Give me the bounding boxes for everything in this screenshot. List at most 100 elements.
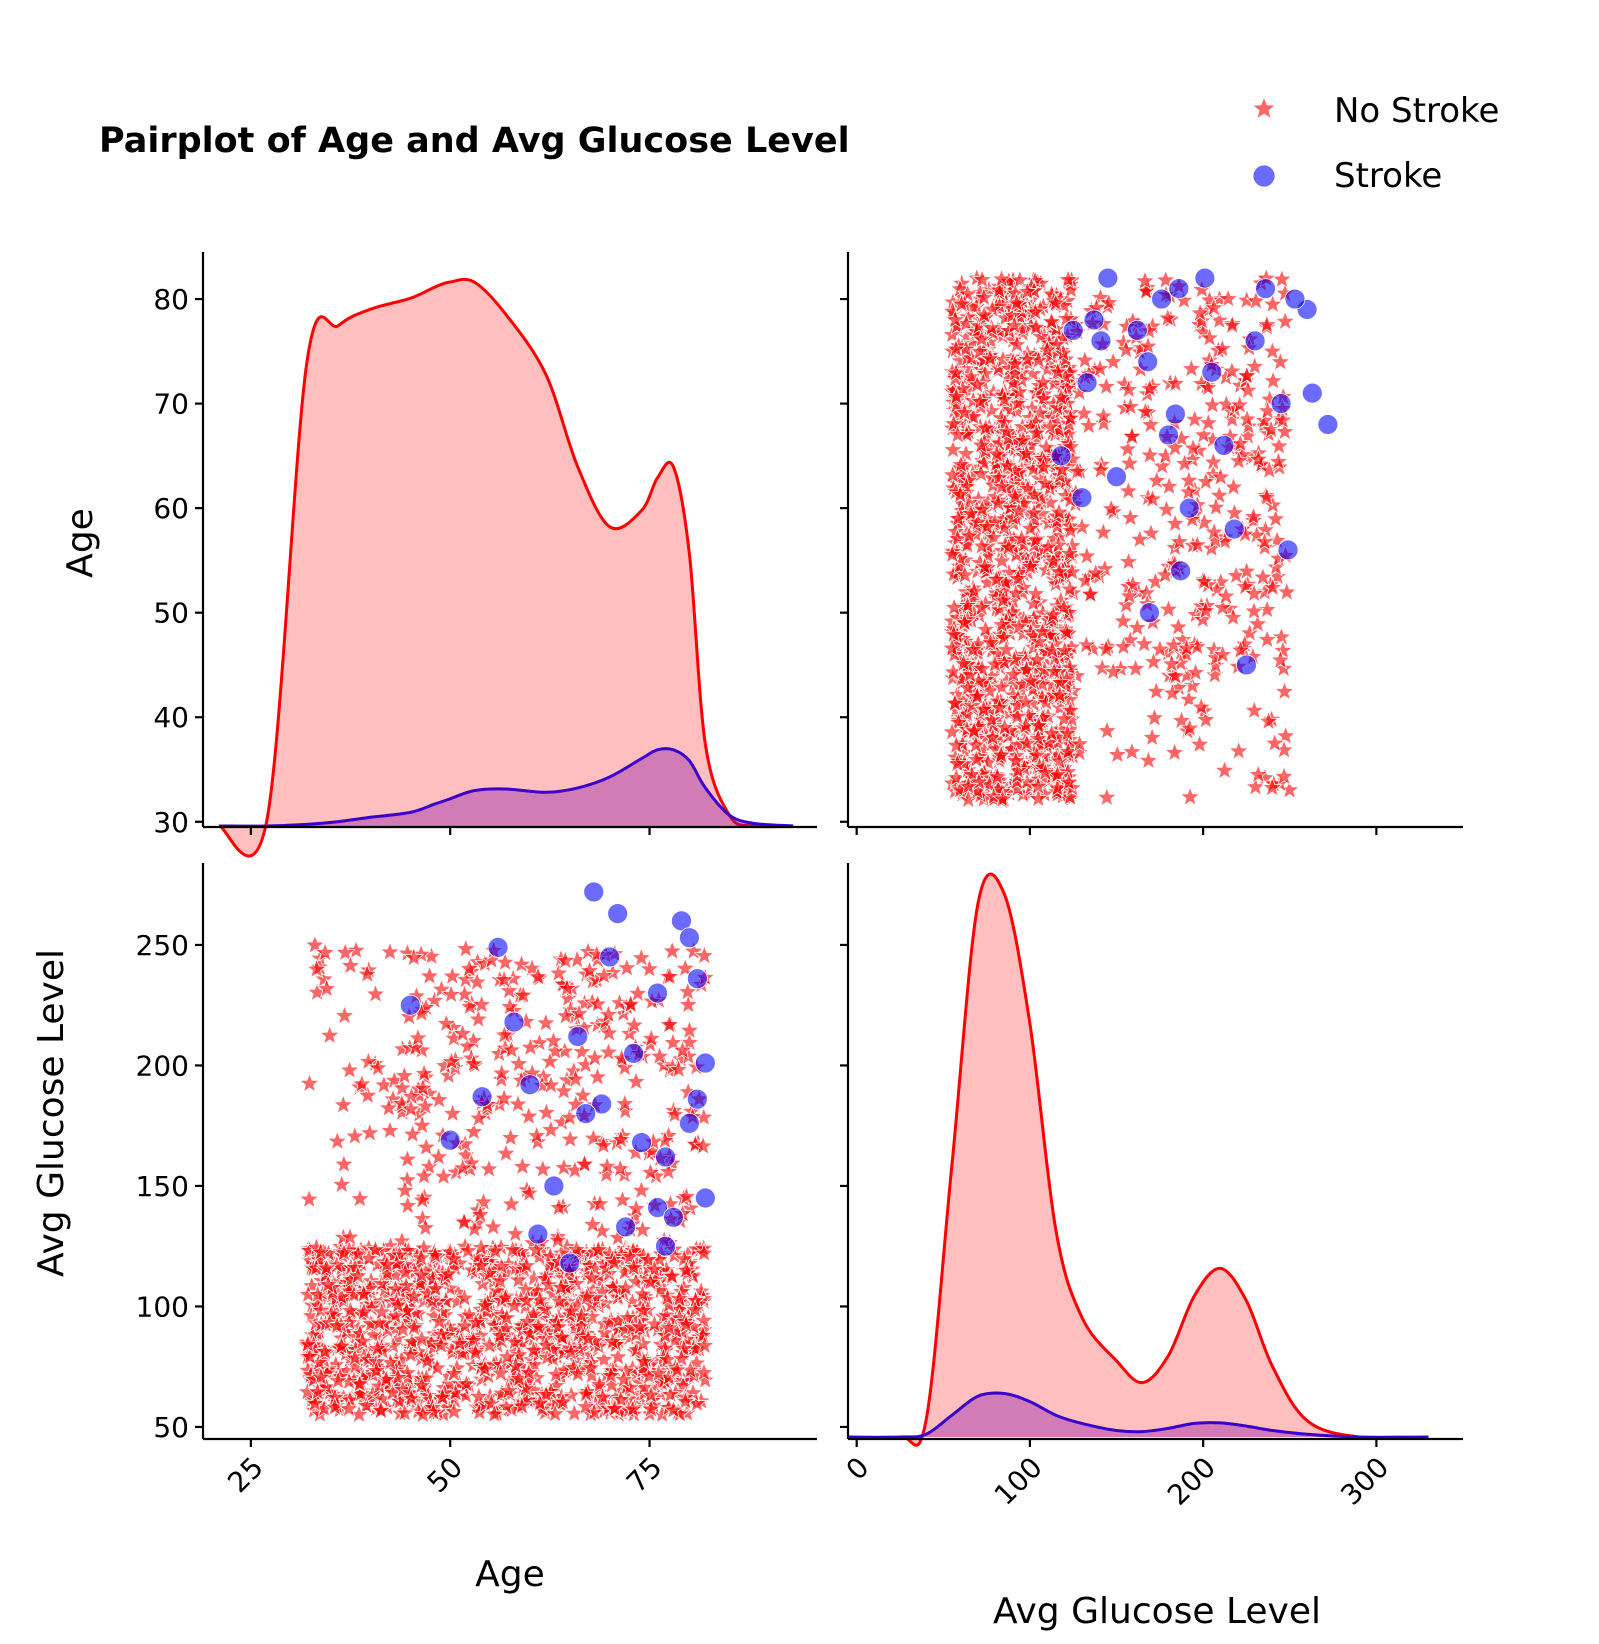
- no-stroke-point: [1016, 732, 1038, 753]
- no-stroke-point: [953, 652, 975, 673]
- no-stroke-point: [1041, 639, 1063, 660]
- stroke-point: [1201, 361, 1223, 383]
- no-stroke-point: [1118, 452, 1141, 473]
- legend-label-no-stroke: No Stroke: [1334, 91, 1499, 131]
- no-stroke-point: [1059, 656, 1081, 677]
- no-stroke-point: [554, 949, 576, 970]
- no-stroke-point: [987, 492, 1009, 513]
- no-stroke-point: [1042, 603, 1064, 625]
- y-tick-label: 50: [153, 1411, 189, 1444]
- no-stroke-point: [1076, 545, 1098, 566]
- no-stroke-point: [526, 1124, 548, 1145]
- x-tick-label: 300: [1334, 1451, 1395, 1512]
- no-stroke-point: [1221, 360, 1243, 381]
- panel-age-kde: 30 40 50 60 70 80: [153, 252, 817, 858]
- no-stroke-point: [413, 1237, 435, 1258]
- stroke-point: [655, 1235, 676, 1257]
- no-stroke-point: [1264, 732, 1286, 753]
- no-stroke-point: [499, 995, 521, 1017]
- no-stroke-point: [489, 1324, 511, 1345]
- no-stroke-point: [516, 1310, 539, 1331]
- y-tick-label: 250: [136, 929, 189, 962]
- stroke-point: [1076, 372, 1098, 394]
- no-stroke-point: [1056, 722, 1078, 743]
- no-stroke-point: [692, 1135, 714, 1156]
- no-stroke-point: [1266, 529, 1288, 550]
- no-stroke-point: [586, 1066, 609, 1087]
- stroke-point: [1062, 320, 1084, 341]
- no-stroke-point: [490, 1362, 512, 1383]
- no-stroke-point: [1273, 680, 1296, 701]
- no-stroke-point: [1237, 379, 1259, 400]
- no-stroke-point: [453, 1211, 475, 1232]
- no-stroke-point: [1203, 521, 1225, 542]
- no-stroke-point: [616, 1306, 639, 1327]
- no-stroke-point: [1060, 435, 1082, 457]
- stroke-point: [679, 1112, 700, 1134]
- no-stroke-point: [1275, 724, 1297, 746]
- x-tick-label: 50: [421, 1451, 470, 1500]
- no-stroke-point: [1167, 616, 1189, 637]
- no-stroke-point: [1078, 414, 1100, 435]
- no-stroke-point: [1185, 661, 1207, 682]
- no-stroke-point: [1203, 296, 1225, 318]
- no-stroke-point: [654, 1129, 676, 1150]
- no-stroke-point: [614, 1092, 636, 1113]
- kde-age-no-stroke-line: [218, 277, 794, 858]
- no-stroke-point: [366, 1337, 389, 1358]
- stroke-point: [694, 1187, 716, 1209]
- no-stroke-point: [1164, 372, 1187, 393]
- no-stroke-point: [1274, 420, 1296, 441]
- panel-glucose-vs-age-scatter: 50 100 150 200 250 25 50 75: [136, 863, 817, 1499]
- no-stroke-point: [640, 1027, 662, 1048]
- no-stroke-point: [1157, 598, 1180, 619]
- no-stroke-point: [981, 298, 1003, 319]
- no-stroke-point: [1050, 386, 1072, 407]
- no-stroke-point: [544, 1402, 566, 1424]
- no-stroke-point: [529, 1392, 551, 1413]
- no-stroke-point: [630, 946, 652, 968]
- no-stroke-point: [1135, 280, 1157, 301]
- no-stroke-point: [489, 1269, 511, 1291]
- no-stroke-point: [675, 1313, 697, 1334]
- no-stroke-point: [330, 1335, 352, 1356]
- no-stroke-point: [659, 965, 681, 986]
- no-stroke-point: [1060, 519, 1082, 540]
- no-stroke-point: [985, 568, 1007, 589]
- no-stroke-point: [1256, 598, 1278, 619]
- no-stroke-point: [942, 463, 964, 485]
- no-stroke-point: [623, 1256, 645, 1277]
- no-stroke-point: [324, 1396, 346, 1417]
- no-stroke-point: [1208, 484, 1230, 505]
- no-stroke-point: [949, 483, 971, 505]
- no-stroke-point: [351, 1330, 374, 1351]
- no-stroke-point: [1016, 280, 1038, 301]
- panel-glucose-kde: 0 100 200 300: [840, 863, 1463, 1512]
- no-stroke-point: [960, 366, 982, 387]
- no-stroke-point: [1119, 506, 1141, 528]
- no-stroke-point: [504, 1222, 526, 1244]
- no-stroke-point: [468, 1107, 490, 1128]
- no-stroke-point: [443, 1400, 465, 1421]
- no-stroke-point: [359, 1121, 381, 1143]
- no-stroke-point: [1096, 719, 1118, 741]
- no-stroke-point: [944, 308, 966, 329]
- y-tick-label: 40: [153, 701, 189, 734]
- no-stroke-point: [991, 475, 1013, 496]
- no-stroke-point: [1027, 787, 1049, 808]
- no-stroke-point: [1025, 422, 1047, 443]
- no-stroke-point: [351, 1073, 373, 1094]
- no-stroke-point: [455, 1372, 477, 1394]
- no-stroke-point: [535, 1334, 557, 1355]
- no-stroke-point: [557, 987, 579, 1008]
- no-stroke-point: [1229, 639, 1252, 660]
- no-stroke-point: [1222, 606, 1244, 627]
- x-tick-label: 25: [221, 1451, 270, 1500]
- stroke-point: [1244, 330, 1266, 352]
- legend-circle-marker: [1252, 164, 1276, 188]
- no-stroke-point: [1265, 507, 1287, 529]
- no-stroke-point: [1247, 763, 1269, 784]
- no-stroke-point: [316, 977, 338, 998]
- no-stroke-point: [1019, 555, 1041, 576]
